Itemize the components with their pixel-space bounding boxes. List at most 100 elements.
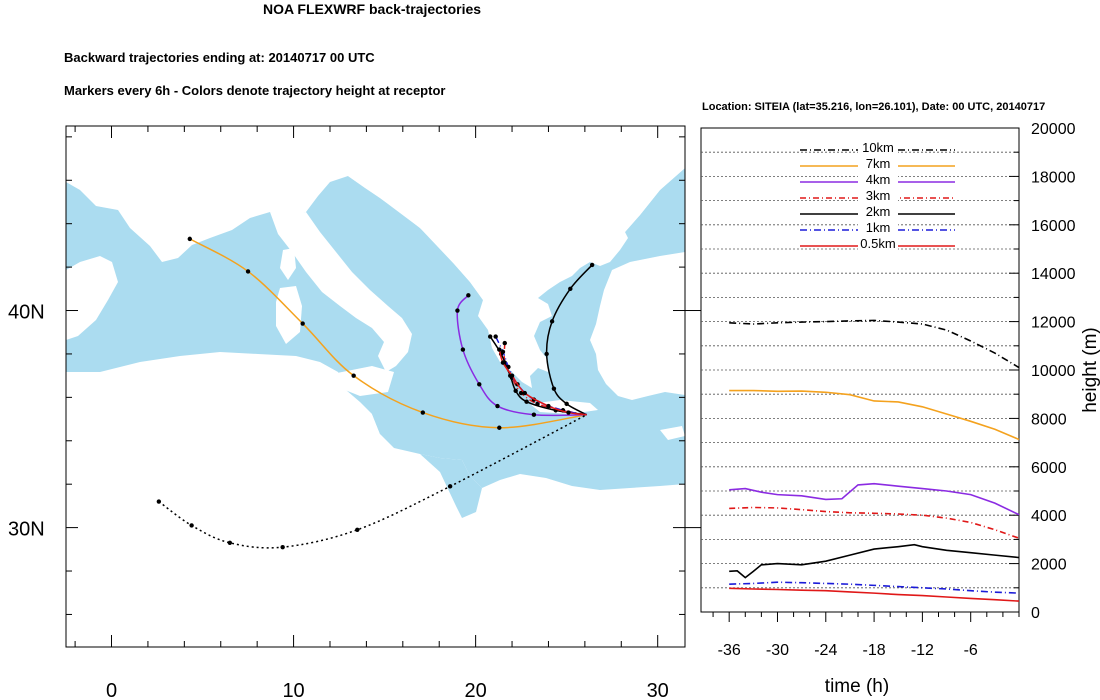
land-greece-balkans	[348, 126, 685, 388]
map-marker-0.5km	[566, 410, 571, 415]
height-series-2km	[729, 543, 1020, 579]
land-corsica	[280, 248, 296, 280]
land-sicily	[332, 366, 394, 396]
legend-label-3km: 3km	[866, 188, 891, 203]
height-ytick-label: 16000	[1031, 218, 1076, 235]
legend-label-1km: 1km	[866, 220, 891, 235]
map-marker-7km	[300, 321, 305, 326]
map-marker-10km	[227, 540, 233, 545]
map-marker-0.5km	[509, 373, 515, 378]
map-xtick-label: 0	[106, 680, 117, 700]
legend-label-bg	[858, 189, 898, 202]
map-marker-2km-west	[513, 388, 518, 394]
map-ytick-label: 30N	[8, 519, 45, 541]
map-marker-3km	[502, 340, 507, 346]
map-marker-10km	[280, 544, 285, 550]
legend-label-4km: 4km	[866, 172, 891, 187]
height-xtick-label: -12	[911, 642, 934, 659]
legend-label-7km: 7km	[866, 156, 891, 171]
map-marker-4km	[495, 403, 500, 409]
map-marker-0.5km	[546, 403, 551, 409]
map-marker-4km	[531, 412, 537, 417]
map-marker-2km-east	[564, 401, 569, 407]
map-marker-0.5km	[500, 360, 506, 365]
map-marker-4km	[460, 347, 466, 352]
legend-label-bg	[858, 237, 898, 250]
land-iberia	[66, 256, 118, 340]
height-ytick-label: 12000	[1031, 315, 1076, 332]
height-series	[729, 319, 1020, 602]
map-marker-7km	[187, 236, 192, 242]
map-trajectories	[156, 236, 595, 550]
height-axes: 0 2000 4000 6000 8000 10000 12000 14000 16000 180…	[712, 121, 1076, 659]
legend-label-bg	[858, 221, 898, 234]
height-ytick-label: 14000	[1031, 266, 1076, 283]
height-series-4km	[729, 482, 1020, 516]
height-ytick-label: 6000	[1031, 460, 1067, 477]
map-marker-2km-west	[487, 334, 493, 339]
height-xtick-label: -18	[863, 642, 886, 659]
height-series-10km	[729, 319, 1020, 369]
map-marker-2km-west	[524, 399, 529, 404]
map-ytick-label: 40N	[8, 302, 45, 324]
map-marker-4km	[455, 308, 460, 313]
map-marker-2km-east	[551, 386, 557, 391]
land-italy	[270, 212, 412, 372]
height-ytick-label: 10000	[1031, 363, 1076, 380]
map-marker-0.5km	[522, 390, 527, 396]
legend-label-bg	[858, 157, 898, 170]
map-marker-4km	[477, 382, 482, 387]
subtitle-markers: Markers every 6h - Colors denote traject…	[64, 83, 445, 98]
map-axes: 0 10 20 30 30N 40N	[8, 126, 701, 700]
map-marker-7km	[420, 410, 426, 415]
height-chart-title: Location: SITEIA (lat=35.216, lon=26.101…	[702, 101, 1045, 113]
legend-label-bg	[858, 205, 898, 218]
map-marker-10km	[447, 484, 453, 489]
land-north-africa	[66, 352, 685, 647]
legend-label-10km: 10km	[862, 140, 894, 155]
map-xtick-label: 30	[647, 680, 669, 700]
legend-label-2km: 2km	[866, 204, 891, 219]
map-marker-4km	[466, 293, 471, 298]
map-marker-7km	[351, 373, 356, 378]
map-marker-7km	[245, 269, 251, 274]
height-series-1km	[729, 581, 1020, 594]
height-ytick-label: 0	[1031, 605, 1040, 622]
map-marker-0.5km	[497, 347, 502, 352]
land-sardinia	[276, 286, 302, 344]
height-xtick-label: -6	[964, 642, 978, 659]
map-xtick-label: 20	[465, 680, 487, 700]
legend-label-bg	[858, 173, 898, 186]
map-frame	[65, 125, 686, 648]
legend-label-bg	[858, 141, 898, 154]
map-marker-10km	[156, 499, 162, 504]
map-marker-1km	[493, 334, 498, 339]
land-cyprus	[660, 426, 685, 440]
height-grid	[701, 151, 1019, 589]
height-chart: 0 2000 4000 6000 8000 10000 12000 14000 16000 180…	[700, 121, 1100, 697]
height-xtick-label: -36	[718, 642, 741, 659]
height-xtick-label: -30	[766, 642, 789, 659]
map-marker-2km-east	[589, 262, 595, 268]
map-marker-2km-east	[549, 319, 555, 324]
subtitle-ending-time: Backward trajectories ending at: 2014071…	[64, 50, 375, 65]
height-ytick-label: 20000	[1031, 121, 1076, 138]
height-xtick-label: -24	[814, 642, 837, 659]
height-ytick-label: 4000	[1031, 508, 1067, 525]
land-crete	[530, 400, 598, 414]
map-marker-7km	[497, 425, 502, 430]
height-xlabel: time (h)	[825, 676, 889, 697]
height-ytick-label: 8000	[1031, 411, 1067, 428]
land-masses	[66, 126, 685, 647]
trajectory-map: 0 10 20 30 30N 40N	[8, 125, 701, 700]
land-turkey	[590, 252, 685, 400]
height-ylabel: height (m)	[1080, 327, 1100, 413]
sea-gulf-of-gabes	[372, 414, 392, 440]
height-series-7km	[729, 389, 1020, 441]
legend-label-0.5km: 0.5km	[860, 236, 895, 251]
height-ytick-label: 18000	[1031, 169, 1076, 186]
map-marker-2km-east	[544, 351, 549, 357]
